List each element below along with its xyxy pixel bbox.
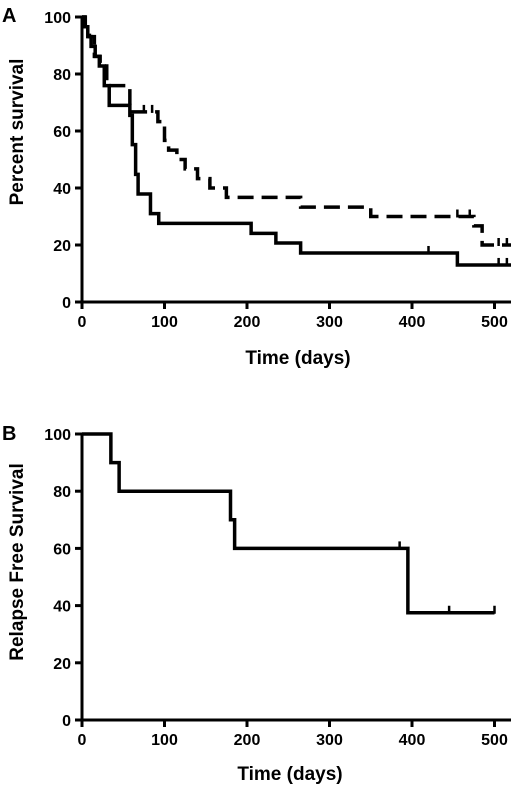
panel-b-y-tick-label: 100	[44, 427, 71, 444]
panel-a-x-tick-label: 500	[481, 314, 508, 331]
panel-b-y-tick-label: 80	[53, 484, 71, 501]
panel-a-y-tick-label: 80	[53, 67, 71, 84]
panel-a-y-axis-title: Percent survival	[7, 59, 28, 206]
panel-b-x-tick-label: 400	[399, 732, 426, 749]
panel-a-series-pfs-line	[82, 15, 511, 267]
panel-b-relapse-free-chart: B Relapse Free Survival Time (days) 0 20 4…	[2, 423, 511, 785]
panel-b-x-tick-label: 0	[78, 732, 87, 749]
panel-a-x-tick-label: 400	[399, 314, 426, 331]
panel-b-y-tick-label: 20	[53, 656, 71, 673]
panel-a-survival-chart: A Percent survival Time (days) 0 20 40 60 80…	[2, 5, 511, 369]
panel-b-x-tick-label: 200	[234, 732, 261, 749]
panel-a-x-tick-label: 300	[316, 314, 343, 331]
panel-b-y-tick-label: 60	[53, 541, 71, 558]
panel-b-x-tick-label: 500	[481, 732, 508, 749]
panel-a-x-tick-label: 200	[234, 314, 261, 331]
panel-a-x-tick-label: 0	[78, 314, 87, 331]
panel-b-y-tick-label: 40	[53, 599, 71, 616]
panel-a-y-tick-label: 0	[62, 295, 71, 312]
panel-a-y-tick-label: 100	[44, 10, 71, 27]
panel-b-y-axis-title: Relapse Free Survival	[7, 463, 28, 661]
panel-a-y-tick-label: 40	[53, 181, 71, 198]
panel-a-letter: A	[2, 5, 16, 27]
panel-b-x-axis-title: Time (days)	[237, 764, 342, 785]
panel-a-y-tick-label: 20	[53, 238, 71, 255]
panel-a-series-os-line	[82, 15, 511, 247]
panel-a-x-axis-title: Time (days)	[245, 348, 350, 369]
panel-a-x-tick-label: 100	[151, 314, 178, 331]
panel-b-letter: B	[2, 423, 16, 445]
panel-b-y-tick-label: 0	[62, 713, 71, 730]
panel-b-x-tick-label: 300	[316, 732, 343, 749]
panel-a-y-tick-label: 60	[53, 124, 71, 141]
panel-b-series-cr-cri-n-10--line	[82, 432, 495, 615]
panel-b-x-tick-label: 100	[151, 732, 178, 749]
